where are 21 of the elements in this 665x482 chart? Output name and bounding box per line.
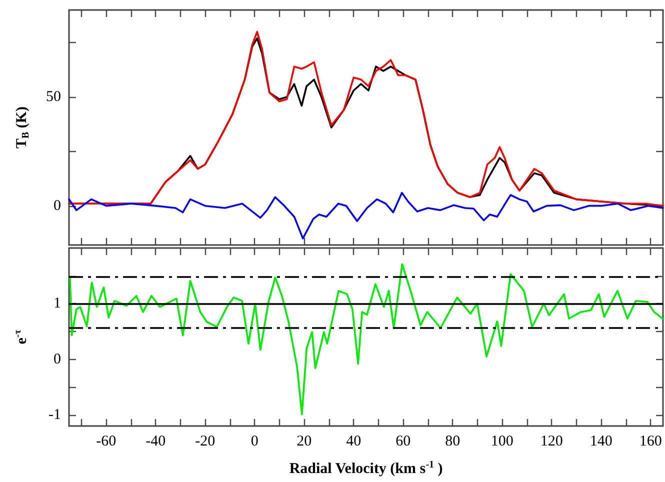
x-tick-label: 120: [540, 434, 563, 450]
y-tick-label: 0: [54, 351, 61, 368]
x-tick-label: 60: [396, 434, 411, 450]
y-tick-label: 50: [46, 89, 61, 106]
x-tick-label: 20: [296, 434, 312, 450]
y-tick-label: 0: [54, 198, 61, 214]
x-tick-label: 0: [250, 434, 258, 450]
y-axis-title: e-τ: [12, 329, 30, 344]
y-tick-label: 1: [54, 296, 61, 312]
x-tick-label: -40: [146, 434, 166, 450]
x-tick-label: -20: [195, 434, 216, 450]
x-tick-label: 160: [639, 434, 662, 450]
x-tick-label: -60: [96, 434, 116, 450]
y-axis-title: TB (K): [14, 106, 32, 149]
x-tick-label: 100: [490, 434, 514, 450]
x-tick-label: 80: [445, 434, 460, 450]
line-series: [69, 263, 664, 416]
x-tick-label: 40: [346, 434, 362, 450]
line-series: [68, 192, 664, 240]
x-tick-label: 140: [590, 434, 612, 450]
y-tick-label: -1: [48, 406, 61, 423]
